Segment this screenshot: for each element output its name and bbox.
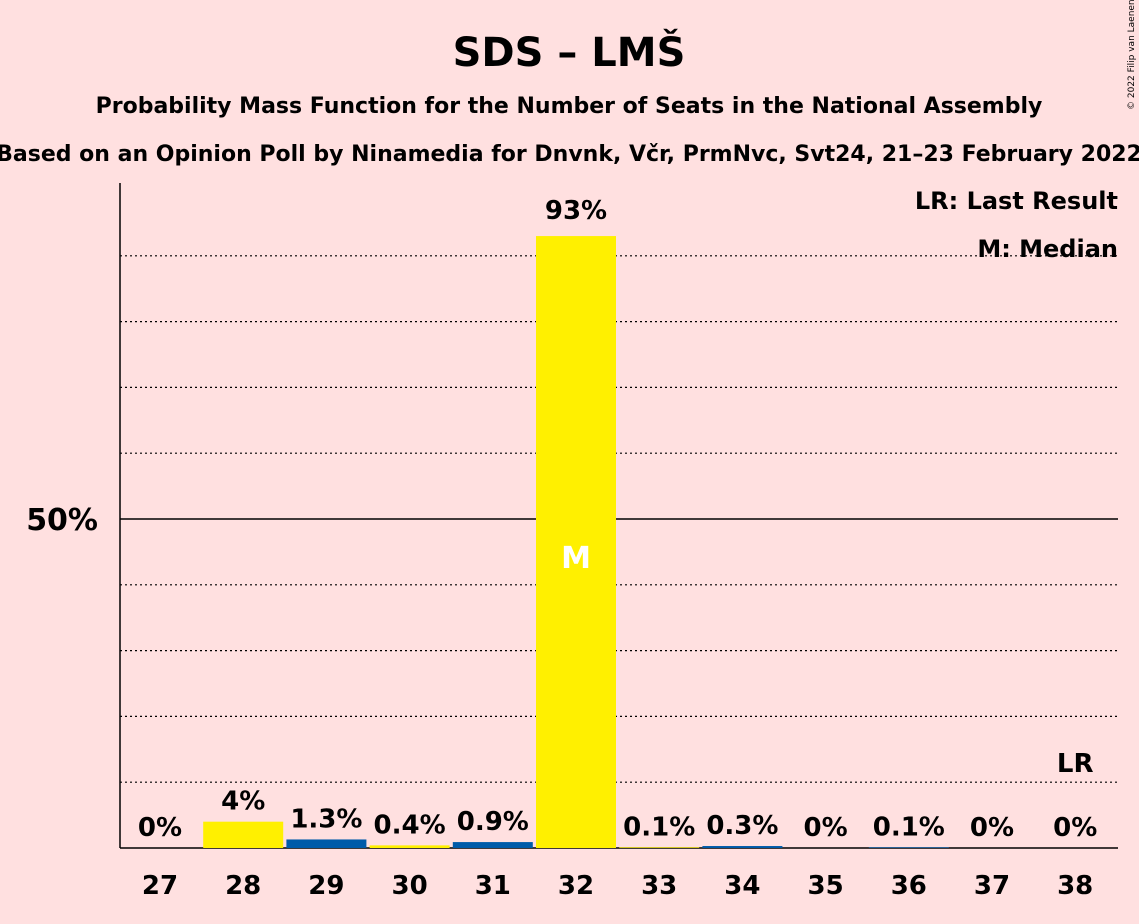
- data-label: 0.1%: [623, 812, 695, 842]
- bar: [868, 847, 949, 848]
- gridlines: [120, 255, 1118, 783]
- x-tick-label: 28: [225, 871, 261, 901]
- x-ticks: 27 28 29 30 31 32 33 34 35 36 37 38: [142, 871, 1093, 901]
- chart-source: Based on an Opinion Poll by Ninamedia fo…: [0, 142, 1139, 167]
- data-label: 0%: [970, 813, 1014, 843]
- data-label: 4%: [221, 787, 265, 817]
- x-tick-label: 37: [974, 871, 1010, 901]
- x-tick-label: 29: [308, 871, 344, 901]
- bar: [619, 847, 700, 848]
- data-label: 0.1%: [873, 812, 945, 842]
- bar: [286, 839, 367, 848]
- chart-title: SDS – LMŠ: [453, 28, 686, 76]
- data-label: 0.4%: [374, 810, 446, 840]
- median-mark: M: [561, 541, 591, 576]
- x-tick-label: 36: [891, 871, 927, 901]
- data-label: 0.9%: [457, 807, 529, 837]
- last-result-mark: LR: [1057, 749, 1094, 779]
- data-label: 0%: [138, 813, 182, 843]
- data-label: 0.3%: [706, 811, 778, 841]
- bar: [369, 845, 450, 848]
- legend-last-result: LR: Last Result: [915, 187, 1118, 215]
- x-tick-label: 33: [641, 871, 677, 901]
- data-label: 93%: [545, 196, 607, 226]
- x-tick-label: 30: [392, 871, 428, 901]
- y-ticks: 50%: [26, 503, 98, 538]
- bar: [702, 846, 783, 848]
- bar: [452, 842, 533, 848]
- x-tick-label: 34: [724, 871, 760, 901]
- data-label: 1.3%: [290, 804, 362, 834]
- bars: [203, 236, 949, 848]
- data-label: 0%: [804, 813, 848, 843]
- data-labels: 0% 4% 1.3% 0.4% 0.9% 93% 0.1% 0.3% 0% 0.1% 0% 0%: [138, 196, 1097, 843]
- x-tick-label: 27: [142, 871, 178, 901]
- x-tick-label: 31: [475, 871, 511, 901]
- x-tick-label: 32: [558, 871, 594, 901]
- marks: M LR: [561, 541, 1093, 779]
- data-label: 0%: [1053, 813, 1097, 843]
- bar: [203, 821, 284, 848]
- bar: [536, 236, 616, 848]
- copyright-note: © 2022 Filip van Laenen: [1127, 0, 1137, 110]
- legend-median: M: Median: [977, 235, 1118, 263]
- x-tick-label: 35: [808, 871, 844, 901]
- x-tick-label: 38: [1057, 871, 1093, 901]
- chart-subtitle: Probability Mass Function for the Number…: [96, 94, 1043, 119]
- y-tick-label: 50%: [26, 503, 98, 538]
